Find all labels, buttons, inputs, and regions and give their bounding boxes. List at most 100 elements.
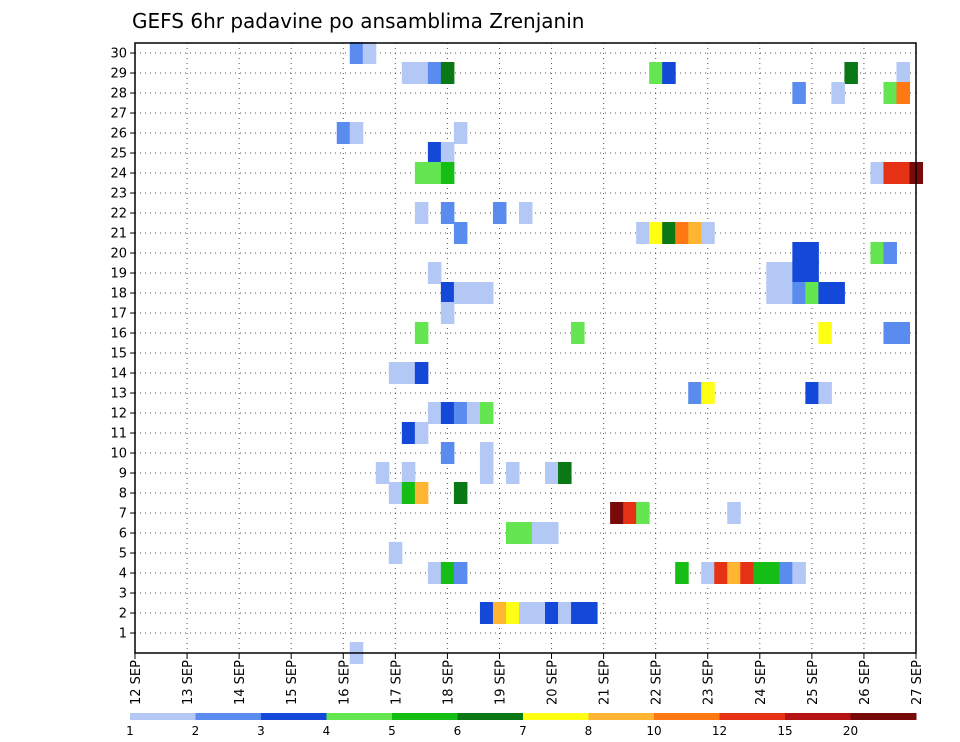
data-cell	[740, 562, 754, 584]
y-tick-label: 8	[119, 487, 127, 502]
colorbar-label: 8	[585, 724, 593, 738]
data-cell	[883, 162, 897, 184]
data-cell	[414, 422, 429, 444]
data-cell	[610, 502, 624, 524]
data-cell	[401, 62, 416, 84]
data-cell	[792, 282, 806, 304]
grid-lines	[135, 43, 916, 653]
y-tick-label: 26	[110, 127, 127, 142]
data-cell	[636, 222, 650, 244]
x-tick-label: 20 SEP	[546, 660, 561, 705]
data-cell	[440, 142, 455, 164]
data-cell	[779, 282, 793, 304]
data-cell	[688, 222, 702, 244]
data-cell	[479, 442, 494, 464]
y-tick-label: 25	[110, 147, 127, 162]
data-cell	[349, 42, 364, 64]
data-cell	[492, 202, 507, 224]
data-cell	[545, 462, 559, 484]
data-cell	[675, 562, 689, 584]
x-tick-label: 13 SEP	[181, 660, 196, 705]
data-cell	[427, 562, 442, 584]
data-cell	[427, 402, 442, 424]
data-cell	[805, 242, 819, 264]
x-tick-label: 16 SEP	[337, 660, 352, 705]
x-axis: 12 SEP 13 SEP 14 SEP 15 SEP 16 SEP 17 SEP 18 S…	[129, 653, 925, 705]
data-cell	[818, 322, 832, 344]
data-cell	[545, 602, 559, 624]
data-cell	[414, 482, 429, 504]
data-cell	[831, 282, 845, 304]
data-cell	[701, 222, 715, 244]
x-tick-label: 26 SEP	[858, 660, 873, 705]
data-cell	[414, 362, 429, 384]
data-cell	[440, 62, 455, 84]
y-tick-label: 10	[110, 447, 127, 462]
data-cell	[896, 62, 910, 84]
colorbar-label: 15	[777, 724, 792, 738]
x-tick-label: 17 SEP	[389, 660, 404, 705]
data-cell	[883, 82, 897, 104]
data-cell	[388, 542, 403, 564]
data-cell	[505, 522, 520, 544]
colorbar-label: 3	[257, 724, 265, 738]
data-cell	[336, 122, 351, 144]
x-tick-label: 18 SEP	[441, 660, 456, 705]
data-cell	[349, 122, 364, 144]
data-cell	[831, 82, 845, 104]
colorbar-swatch	[588, 713, 655, 720]
data-cell	[571, 602, 585, 624]
data-cell	[466, 402, 481, 424]
data-cell	[414, 322, 429, 344]
colorbar-label: 7	[519, 724, 527, 738]
data-cell	[440, 302, 455, 324]
colorbar-label: 20	[843, 724, 858, 738]
y-tick-label: 13	[110, 387, 127, 402]
data-cell	[440, 162, 455, 184]
data-cell	[401, 422, 416, 444]
data-cell	[440, 442, 455, 464]
y-tick-label: 24	[110, 167, 127, 182]
colorbar-swatch	[850, 713, 917, 720]
y-tick-label: 17	[110, 307, 127, 322]
data-cell	[870, 162, 884, 184]
data-cell	[701, 562, 715, 584]
data-cell	[636, 502, 650, 524]
y-tick-label: 11	[110, 427, 127, 442]
data-cell	[401, 482, 416, 504]
data-cell	[779, 262, 793, 284]
y-tick-label: 22	[110, 207, 127, 222]
y-tick-label: 19	[110, 267, 127, 282]
data-cell	[466, 282, 481, 304]
data-cell	[701, 382, 715, 404]
colorbar-label: 5	[388, 724, 396, 738]
data-cell	[479, 402, 494, 424]
data-cell	[792, 562, 806, 584]
x-tick-label: 14 SEP	[233, 660, 248, 705]
colorbar-label: 2	[192, 724, 200, 738]
data-cell	[492, 602, 507, 624]
data-cell	[571, 322, 585, 344]
chart-title: GEFS 6hr padavine po ansamblima Zrenjani…	[132, 9, 584, 33]
data-cell	[688, 382, 702, 404]
x-tick-label: 15 SEP	[285, 660, 300, 705]
y-tick-label: 29	[110, 67, 127, 82]
data-cell	[401, 362, 416, 384]
data-cell	[453, 282, 468, 304]
y-tick-label: 1	[119, 627, 127, 642]
data-cell	[479, 462, 494, 484]
data-cell	[453, 562, 468, 584]
y-tick-label: 18	[110, 287, 127, 302]
colorbar-label: 1	[126, 724, 134, 738]
data-cell	[649, 222, 663, 244]
data-cell	[362, 42, 377, 64]
y-tick-label: 21	[110, 227, 127, 242]
y-tick-label: 5	[119, 547, 127, 562]
data-cell	[792, 242, 806, 264]
colorbar-label: 12	[712, 724, 727, 738]
colorbar-swatch	[326, 713, 393, 720]
data-cell	[375, 462, 390, 484]
data-cell	[558, 462, 572, 484]
x-tick-label: 27 SEP	[910, 660, 925, 705]
